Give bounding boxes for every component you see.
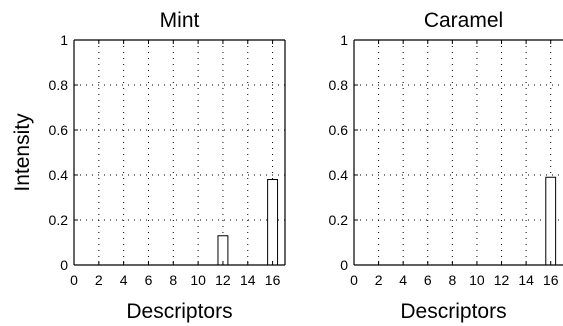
x-tick-label: 10	[469, 272, 485, 288]
y-tick-label: 1	[60, 32, 68, 48]
x-tick-label: 4	[120, 272, 128, 288]
y-tick-label: 0.2	[49, 212, 69, 228]
x-tick-label: 6	[145, 272, 153, 288]
bar	[217, 235, 229, 266]
x-tick-label: 8	[448, 272, 456, 288]
y-axis-label: Intensity	[11, 113, 34, 192]
x-tick-label: 16	[265, 272, 281, 288]
y-tick-label: 0.8	[49, 77, 69, 93]
y-tick-label: 0	[340, 257, 348, 273]
x-tick-label: 0	[350, 272, 358, 288]
y-tick-label: 0.2	[329, 212, 349, 228]
x-tick-label: 10	[190, 272, 206, 288]
x-tick-label: 2	[95, 272, 103, 288]
y-tick-label: 0.4	[49, 167, 69, 183]
x-tick-label: 6	[424, 272, 432, 288]
x-tick-label: 12	[494, 272, 510, 288]
y-tick-label: 0.4	[329, 167, 349, 183]
x-tick-label: 16	[543, 272, 559, 288]
x-axis-label: Descriptors	[126, 300, 232, 323]
x-tick-label: 8	[169, 272, 177, 288]
bar	[267, 179, 279, 266]
y-tick-label: 1	[340, 32, 348, 48]
chart-title: Caramel	[424, 9, 503, 32]
chart-title: Mint	[160, 9, 200, 32]
chart-panel-caramel: 0 2 4 6 8 10 12 14 16 0 0.2 0.4 0.6 0.8 1 Caramel Descri…	[329, 9, 563, 323]
x-tick-label: 0	[70, 272, 78, 288]
x-tick-label: 14	[518, 272, 534, 288]
x-tick-label: 2	[375, 272, 383, 288]
y-tick-label: 0.6	[329, 122, 349, 138]
y-tick-label: 0	[60, 257, 68, 273]
bar	[545, 176, 557, 266]
x-axis-label: Descriptors	[400, 300, 506, 323]
x-tick-label: 12	[215, 272, 231, 288]
chart-panel-mint: 0 2 4 6 8 10 12 14 16 0 0.2 0.4 0.6 0.8 1 Mint Descripto…	[11, 9, 286, 323]
x-tick-label: 4	[399, 272, 407, 288]
y-tick-label: 0.6	[49, 122, 69, 138]
y-tick-label: 0.8	[329, 77, 349, 93]
x-tick-label: 14	[240, 272, 256, 288]
